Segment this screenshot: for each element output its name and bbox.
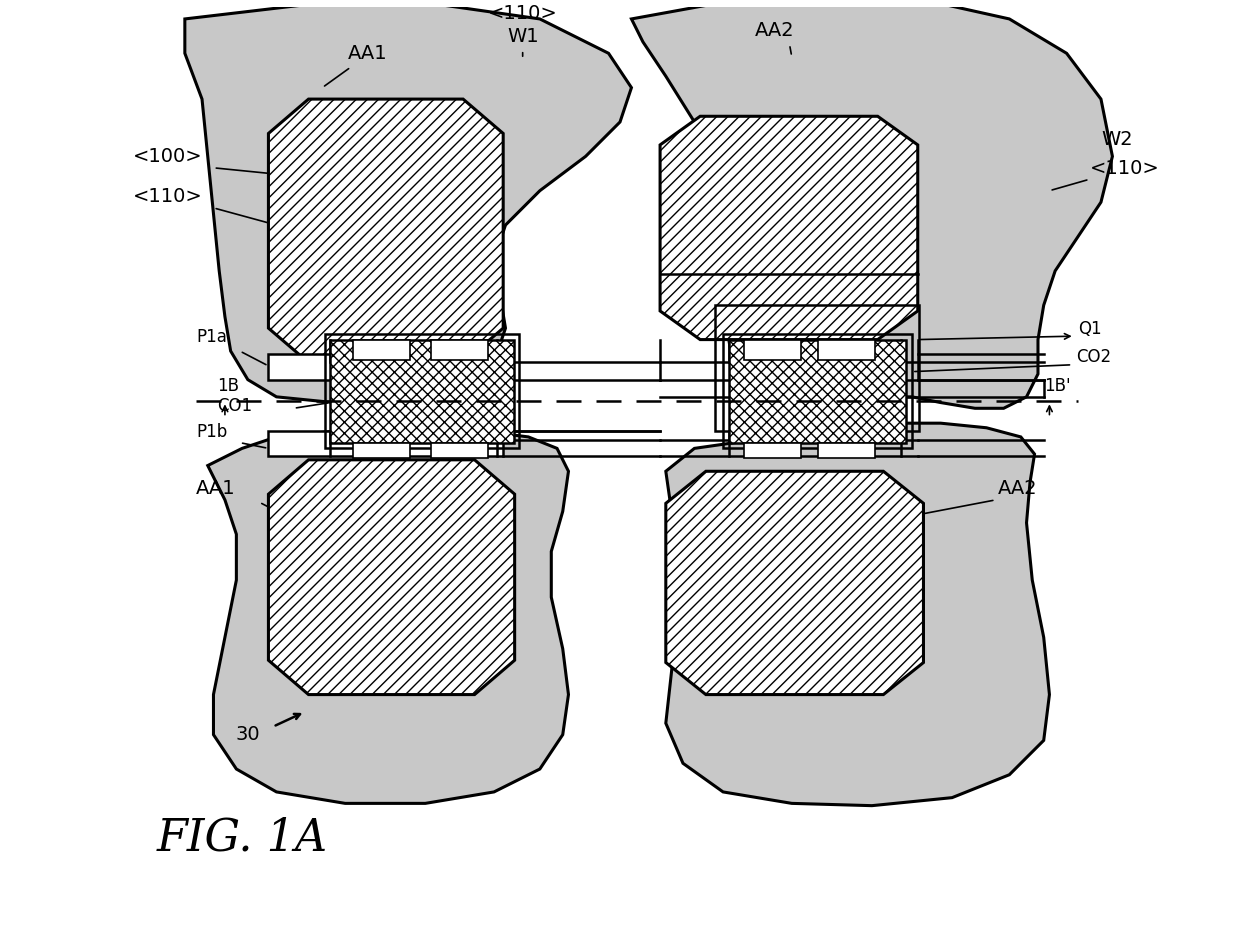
Bar [729, 339, 906, 443]
Text: P1a: P1a [196, 327, 227, 346]
Polygon shape [185, 0, 631, 402]
Text: 1B': 1B' [1044, 377, 1070, 395]
Polygon shape [666, 471, 924, 695]
Text: CO2: CO2 [1076, 349, 1111, 366]
Bar [723, 334, 911, 449]
Text: S1: S1 [770, 293, 791, 312]
Bar [353, 339, 410, 360]
Polygon shape [268, 460, 515, 695]
Polygon shape [666, 423, 1049, 806]
Text: W1: W1 [507, 27, 538, 46]
Text: D1: D1 [795, 379, 818, 398]
Text: <110>: <110> [134, 187, 203, 206]
Text: AA1: AA1 [348, 44, 388, 63]
Text: AA2: AA2 [755, 21, 795, 40]
Text: P1b: P1b [196, 423, 228, 441]
Bar [353, 443, 410, 458]
Polygon shape [268, 99, 503, 363]
Polygon shape [631, 0, 1112, 408]
Bar [330, 339, 513, 443]
Bar [432, 443, 489, 458]
Bar [818, 339, 875, 360]
Bar [268, 431, 503, 456]
Bar [432, 339, 489, 360]
Bar [744, 339, 801, 360]
Text: Q1: Q1 [1078, 320, 1101, 338]
Text: W2: W2 [1101, 130, 1132, 149]
Text: <110>: <110> [487, 4, 558, 23]
Text: AA1: AA1 [196, 479, 236, 499]
Text: FIG. 1A: FIG. 1A [156, 816, 327, 859]
Text: <110>: <110> [1090, 158, 1159, 178]
Bar [744, 443, 801, 458]
Text: 30: 30 [236, 725, 260, 745]
Polygon shape [208, 431, 568, 804]
Bar [268, 354, 503, 379]
Bar [325, 334, 520, 449]
Text: 1B: 1B [217, 377, 239, 395]
Polygon shape [660, 117, 918, 339]
Text: AA2: AA2 [998, 479, 1038, 499]
Bar [715, 305, 919, 431]
Text: CO1: CO1 [217, 397, 252, 414]
Text: <100>: <100> [134, 147, 203, 166]
Bar [818, 443, 875, 458]
